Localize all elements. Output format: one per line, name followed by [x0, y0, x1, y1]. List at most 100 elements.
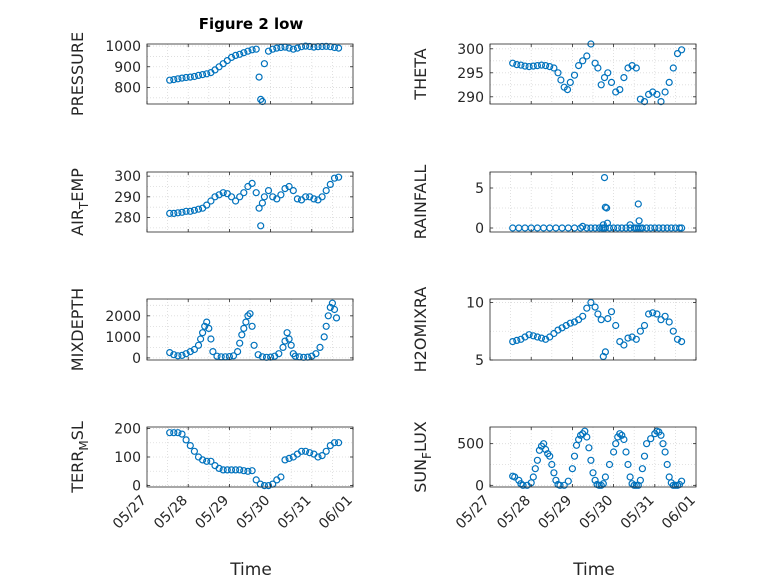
subplot-air-temp: 280 290 300 AIRTEMP	[68, 168, 354, 236]
data-point	[250, 341, 258, 349]
y-axis-label: TERRMSL	[68, 421, 91, 494]
data-point	[297, 447, 306, 455]
data-point	[640, 97, 649, 106]
data-point	[260, 60, 268, 68]
data-point	[174, 352, 182, 360]
data-point	[281, 337, 289, 345]
data-point	[640, 321, 649, 330]
data-point	[587, 298, 595, 307]
data-point	[219, 189, 227, 197]
data-point	[548, 460, 556, 469]
data-point	[509, 59, 517, 67]
data-point	[273, 195, 281, 203]
figure-title: Figure 2 low	[199, 15, 304, 33]
data-point	[550, 469, 558, 477]
x-tick-label: 05/28	[494, 493, 534, 533]
data-point	[318, 452, 326, 460]
axes-box	[489, 43, 697, 105]
x-axis-label-right: Time	[572, 560, 615, 580]
data-point	[182, 436, 190, 444]
data-point	[661, 448, 669, 456]
data-point	[232, 51, 240, 60]
data-point	[554, 69, 562, 77]
y-tick-label: 100	[114, 450, 141, 466]
data-point	[677, 477, 686, 485]
data-point	[248, 467, 256, 475]
data-point	[227, 466, 236, 474]
data-point	[663, 224, 671, 232]
data-point	[328, 299, 336, 307]
data-point	[335, 44, 343, 52]
axes-box	[146, 171, 354, 233]
data-point	[537, 61, 546, 69]
data-point	[197, 335, 205, 343]
data-point	[531, 465, 539, 473]
x-tick-label: 05/31	[275, 493, 315, 533]
data-point	[203, 318, 211, 326]
data-point	[537, 334, 546, 342]
data-point	[663, 460, 671, 469]
data-point	[227, 53, 236, 62]
data-point	[638, 224, 647, 232]
data-point	[513, 336, 521, 344]
data-point	[229, 352, 238, 360]
data-point	[653, 310, 661, 318]
data-point	[182, 350, 190, 358]
x-tick-label: 05/30	[234, 493, 274, 533]
data-point	[281, 456, 289, 464]
data-point	[521, 62, 529, 70]
x-tick-label: 06/01	[659, 493, 699, 533]
data-point	[236, 193, 244, 201]
data-point	[287, 341, 295, 349]
data-point	[655, 224, 663, 232]
data-point	[174, 429, 182, 437]
data-point	[519, 481, 527, 489]
data-point	[201, 322, 209, 330]
data-point	[594, 310, 602, 318]
data-point	[279, 343, 287, 351]
data-point	[312, 350, 320, 358]
data-point	[186, 73, 194, 81]
data-point	[642, 440, 651, 448]
data-point	[207, 197, 215, 205]
data-point	[594, 64, 602, 72]
data-point	[227, 193, 236, 201]
data-point	[277, 473, 285, 481]
data-point	[166, 76, 174, 84]
data-point	[601, 473, 610, 481]
data-point	[285, 454, 293, 462]
data-point	[238, 331, 246, 339]
data-point	[603, 219, 612, 227]
data-point	[665, 78, 673, 87]
data-point	[675, 224, 684, 232]
data-point	[293, 44, 301, 52]
data-point	[657, 97, 665, 106]
data-point	[178, 74, 186, 82]
data-point	[170, 351, 178, 359]
data-point	[252, 45, 260, 53]
data-point	[260, 193, 268, 201]
data-point	[605, 460, 614, 469]
data-point	[568, 465, 577, 473]
axes-box	[489, 298, 697, 361]
data-point	[285, 44, 293, 52]
data-point	[653, 90, 661, 99]
data-point	[306, 42, 314, 51]
y-axis-label: H2OMIXRA	[411, 287, 430, 373]
data-point	[630, 481, 638, 489]
data-point	[330, 174, 339, 182]
data-point	[661, 312, 669, 320]
y-tick-label: 290	[457, 90, 484, 106]
data-point	[647, 435, 655, 443]
y-tick-label: 0	[132, 479, 141, 495]
data-point	[277, 43, 285, 52]
data-point	[644, 310, 653, 318]
data-point	[626, 221, 634, 229]
y-tick-label: 5	[475, 181, 484, 197]
subplot-h2omixra: 5 10 H2OMIXRA	[411, 287, 697, 373]
data-point	[517, 61, 525, 69]
data-point	[174, 209, 182, 217]
data-point	[275, 350, 283, 358]
data-point	[638, 465, 647, 473]
